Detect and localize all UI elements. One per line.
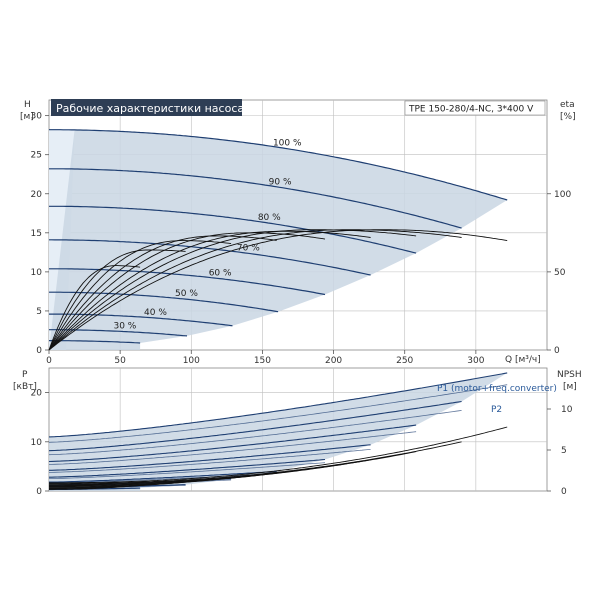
operating-area bbox=[49, 129, 508, 350]
flow-tick-label: 150 bbox=[254, 356, 271, 366]
head-curve bbox=[49, 268, 326, 296]
efficiency-curve bbox=[48, 240, 232, 351]
head-curve bbox=[49, 340, 141, 344]
p1-curve bbox=[49, 444, 371, 471]
head-curve bbox=[49, 205, 417, 254]
speed-label: 70 % bbox=[237, 243, 260, 253]
p2-curve bbox=[49, 462, 326, 479]
speed-labels: 100 % 90 % 80 % 70 % 60 % 50 % 40 % 30 % bbox=[113, 139, 302, 332]
p2-curve bbox=[48, 410, 462, 456]
efficiency-curve bbox=[48, 249, 186, 351]
npsh-tick-label: 0 bbox=[561, 487, 567, 497]
efficiency-curve bbox=[48, 229, 508, 351]
npsh-curves bbox=[49, 426, 508, 490]
power-tick-label: 20 bbox=[31, 389, 43, 399]
flow-tick-label: 300 bbox=[467, 356, 484, 366]
head-tick-label: 10 bbox=[31, 268, 43, 278]
speed-label: 30 % bbox=[113, 322, 136, 332]
head-tick-label: 25 bbox=[31, 151, 42, 161]
head-tick-label: 5 bbox=[36, 307, 42, 317]
eta-axis-unit: [%] bbox=[560, 112, 576, 122]
head-curve bbox=[49, 239, 371, 276]
flow-tick-label: 0 bbox=[46, 356, 52, 366]
speed-label: 90 % bbox=[269, 177, 292, 187]
p1-curve bbox=[48, 400, 462, 452]
npsh-curve bbox=[49, 426, 508, 484]
head-axis-label: H bbox=[24, 100, 31, 110]
chart-title-box bbox=[51, 99, 242, 116]
efficiency-curve bbox=[48, 230, 371, 351]
p2-legend-label: P2 bbox=[491, 405, 502, 415]
efficiency-curve bbox=[48, 229, 417, 351]
flow-tick-label: 250 bbox=[396, 356, 413, 366]
eta-tick-label: 50 bbox=[554, 268, 566, 278]
p2-curve bbox=[49, 449, 371, 473]
npsh-axis-unit: [м] bbox=[563, 382, 577, 392]
speed-label: 60 % bbox=[209, 269, 232, 279]
p1-curve bbox=[48, 372, 508, 438]
efficiency-curve bbox=[48, 235, 277, 351]
chart-title: Рабочие характеристики насоса bbox=[56, 102, 244, 115]
power-tick-label: 10 bbox=[31, 438, 43, 448]
head-tick-label: 20 bbox=[31, 190, 43, 200]
p1-curve bbox=[49, 458, 326, 478]
eta-tick-label: 0 bbox=[554, 346, 560, 356]
speed-label: 80 % bbox=[258, 213, 281, 223]
npsh-tick-label: 5 bbox=[561, 446, 567, 456]
flow-tick-label: 200 bbox=[325, 356, 342, 366]
eta-tick-label: 100 bbox=[554, 190, 571, 200]
efficiency-curve bbox=[48, 265, 141, 351]
npsh-tick-label: 10 bbox=[561, 405, 573, 415]
head-chart: 100 % 90 % 80 % 70 % 60 % 50 % 40 % 30 % 0 5 10 15… bbox=[20, 99, 576, 366]
p2-curve bbox=[49, 431, 417, 465]
efficiency-curve bbox=[48, 232, 326, 351]
p1-curve bbox=[48, 424, 417, 463]
eta-axis-label: eta bbox=[560, 100, 575, 110]
model-label: TPE 150-280/4-NC, 3*400 V bbox=[408, 105, 534, 115]
efficiency-curve bbox=[48, 229, 462, 351]
speed-label: 100 % bbox=[273, 139, 302, 149]
npsh-axis-label: NPSH bbox=[557, 370, 582, 380]
head-curve bbox=[49, 129, 508, 201]
power-ticks: 0 10 20 0 5 10 bbox=[31, 389, 573, 497]
power-axis-label: P bbox=[22, 370, 28, 380]
head-curve bbox=[49, 329, 188, 337]
power-axis-unit: [кВт] bbox=[13, 382, 37, 392]
flow-axis-label: Q [м³/ч] bbox=[505, 355, 541, 365]
speed-label: 50 % bbox=[175, 289, 198, 299]
head-tick-label: 30 bbox=[31, 112, 43, 122]
p1-curve bbox=[49, 470, 277, 483]
power-chart: 0 10 20 0 5 10 P [кВт] NPSH [м] P1 (motor+fre… bbox=[13, 367, 582, 497]
p1-legend-label: P1 (motor+freq.converter) bbox=[437, 384, 557, 394]
p2-curve bbox=[48, 384, 508, 443]
model-box bbox=[404, 100, 546, 116]
flow-tick-label: 50 bbox=[114, 356, 126, 366]
flow-tick-label: 100 bbox=[183, 356, 200, 366]
head-axis-unit: [м] bbox=[20, 112, 34, 122]
speed-label: 40 % bbox=[144, 308, 167, 318]
head-tick-label: 15 bbox=[31, 229, 42, 239]
efficiency-curves bbox=[48, 229, 508, 351]
p2-curve bbox=[49, 473, 277, 484]
head-curve bbox=[49, 168, 462, 229]
head-tick-label: 0 bbox=[36, 346, 42, 356]
npsh-curve bbox=[49, 484, 141, 490]
power-tick-label: 0 bbox=[36, 487, 42, 497]
